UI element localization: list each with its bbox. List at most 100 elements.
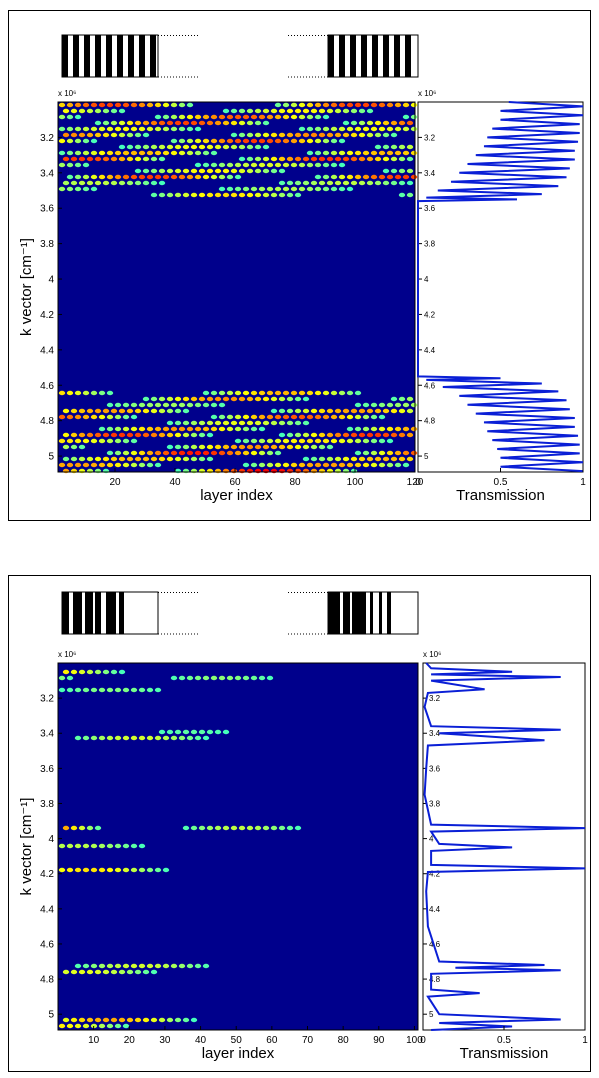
x-tick-label: 10 <box>88 1035 100 1046</box>
heatmap-cell <box>402 426 410 432</box>
heatmap-cell <box>90 186 98 192</box>
heatmap-cell <box>86 1017 94 1023</box>
heatmap-cell <box>174 120 182 126</box>
heatmap-cell <box>366 456 374 462</box>
heatmap-cell <box>194 126 202 132</box>
heatmap-cell <box>214 120 222 126</box>
heatmap-cell <box>226 390 234 396</box>
heatmap-cell <box>290 438 298 444</box>
heatmap-cell <box>390 168 398 174</box>
heatmap-cell <box>210 390 218 396</box>
heatmap-cell <box>286 396 294 402</box>
y-tick-label: 4.8 <box>424 417 436 426</box>
heatmap-cell <box>154 462 162 468</box>
heatmap-cell <box>150 432 158 438</box>
x-tick-label: 0 <box>415 477 421 488</box>
heatmap-cell <box>258 426 266 432</box>
heatmap-cell <box>186 150 194 156</box>
layer <box>405 35 411 77</box>
heatmap-cell <box>86 456 94 462</box>
heatmap-cell <box>382 144 390 150</box>
heatmap-cell <box>106 687 114 693</box>
x-tick-label: 100 <box>347 477 364 488</box>
heatmap-cell <box>210 150 218 156</box>
heatmap-cell <box>190 120 198 126</box>
heatmap-cell <box>162 426 170 432</box>
y-tick-label: 3.6 <box>424 204 436 213</box>
y-tick-label: 4.2 <box>40 310 54 321</box>
heatmap-cell <box>82 735 90 741</box>
heatmap-cell <box>354 150 362 156</box>
heatmap-cell <box>70 444 78 450</box>
heatmap-cell <box>338 186 346 192</box>
heatmap-cell <box>174 444 182 450</box>
heatmap-cell <box>82 150 90 156</box>
heatmap-cell <box>74 867 82 873</box>
heatmap-cell <box>78 468 86 474</box>
heatmap-cell <box>318 456 326 462</box>
x-axis-label: Transmission <box>456 487 545 504</box>
heatmap-cell <box>298 162 306 168</box>
heatmap-cell <box>374 408 382 414</box>
heatmap-cell <box>206 468 214 474</box>
heatmap-cell <box>90 687 98 693</box>
heatmap-cell <box>250 462 258 468</box>
heatmap-cell <box>154 402 162 408</box>
heatmap-cell <box>158 180 166 186</box>
heatmap-cell <box>338 438 346 444</box>
heatmap-cell <box>98 426 106 432</box>
heatmap-cell <box>82 414 90 420</box>
heatmap-cell <box>222 120 230 126</box>
heatmap-cell <box>282 186 290 192</box>
heatmap-cell <box>230 444 238 450</box>
heatmap-cell <box>70 408 78 414</box>
heatmap-cell <box>126 120 134 126</box>
heatmap-cell <box>118 156 126 162</box>
heatmap-cell <box>378 126 386 132</box>
heatmap-cell <box>250 186 258 192</box>
heatmap-cell <box>302 408 310 414</box>
heatmap-cell <box>390 144 398 150</box>
heatmap-cell <box>338 150 346 156</box>
heatmap-cell <box>170 102 178 108</box>
heatmap-cell <box>270 468 278 474</box>
x-tick-label: 80 <box>289 477 301 488</box>
heatmap-cell <box>126 144 134 150</box>
y-tick-label: 4.4 <box>40 904 54 915</box>
heatmap-cell <box>322 414 330 420</box>
heatmap-cell <box>306 414 314 420</box>
heatmap-cell <box>118 969 126 975</box>
heatmap-cell <box>386 426 394 432</box>
heatmap-cell <box>222 444 230 450</box>
heatmap-cell <box>362 150 370 156</box>
heatmap-cell <box>106 390 114 396</box>
heatmap-cell <box>66 687 74 693</box>
y-tick-label: 3.8 <box>40 239 54 250</box>
heatmap-cell <box>186 450 194 456</box>
heatmap-cell <box>310 180 318 186</box>
heatmap-cell <box>98 687 106 693</box>
heatmap-cell <box>334 456 342 462</box>
heatmap-cell <box>190 1017 198 1023</box>
heatmap-cell <box>262 468 270 474</box>
heatmap-cell <box>362 402 370 408</box>
heatmap-cell <box>314 174 322 180</box>
heatmap-cell <box>386 450 394 456</box>
heatmap-cell <box>190 456 198 462</box>
heatmap-cell <box>178 150 186 156</box>
heatmap-cell <box>78 132 86 138</box>
heatmap-cell <box>174 396 182 402</box>
heatmap-cell <box>282 102 290 108</box>
heatmap-cell <box>194 735 202 741</box>
heatmap-cell <box>234 138 242 144</box>
heatmap-cell <box>410 102 418 108</box>
heatmap-cell <box>246 108 254 114</box>
heatmap-cell <box>182 468 190 474</box>
layer <box>95 35 101 77</box>
heatmap-cell <box>182 825 190 831</box>
heatmap-cell <box>190 396 198 402</box>
heatmap-cell <box>202 138 210 144</box>
heatmap-cell <box>98 843 106 849</box>
heatmap-cell <box>302 108 310 114</box>
